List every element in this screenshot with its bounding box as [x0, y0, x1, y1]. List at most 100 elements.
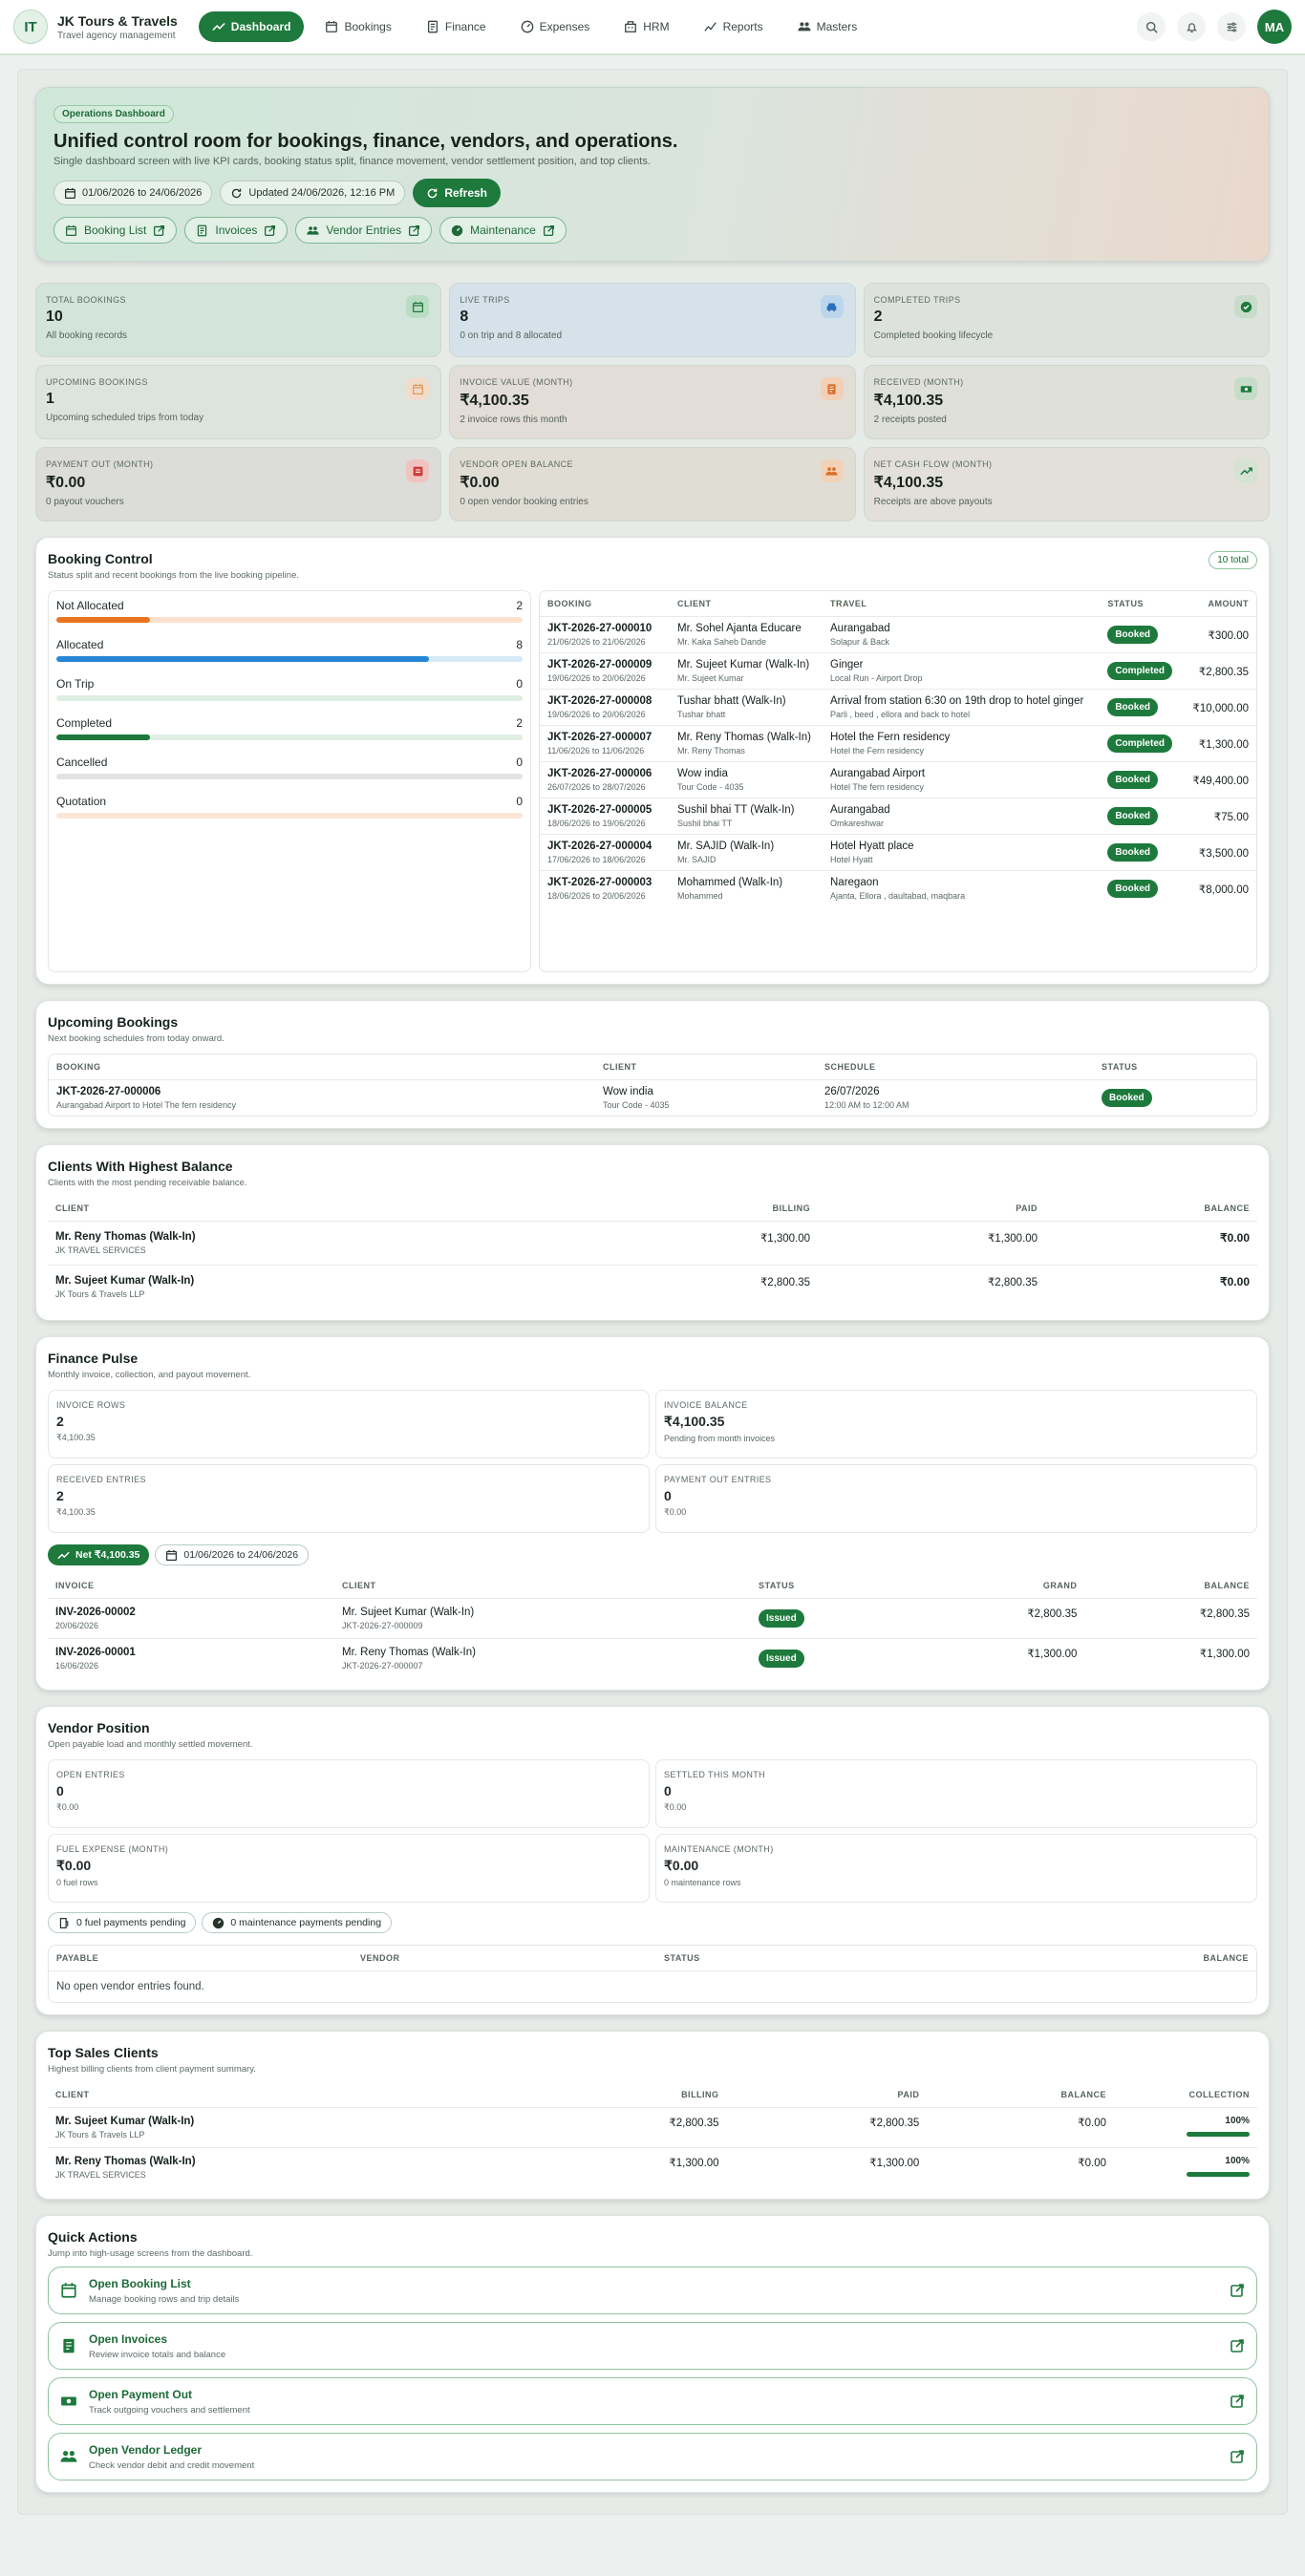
settings-button[interactable]	[1217, 12, 1246, 41]
collection-bar-fill	[1187, 2172, 1250, 2177]
notifications-button[interactable]	[1177, 12, 1206, 41]
col-booking: Booking	[547, 599, 592, 608]
table-row[interactable]: JKT-2026-27-000008 19/06/2026 to 20/06/20…	[540, 689, 1256, 726]
booking-dates: 17/06/2026 to 18/06/2026	[547, 855, 646, 864]
stat-desc: ₹4,100.35	[56, 1433, 96, 1442]
table-row[interactable]: Mr. Reny Thomas (Walk-In) JK TRAVEL SERVI…	[48, 2147, 1257, 2187]
nav-finance[interactable]: Finance	[413, 11, 500, 42]
table-row[interactable]: INV-2026-00001 16/06/2026 Mr. Reny Thomas…	[48, 1638, 1257, 1678]
booking-dates: 18/06/2026 to 19/06/2026	[547, 819, 646, 828]
kpi-card: Received (Month) ₹4,100.35 2 receipts po…	[863, 365, 1270, 439]
table-row[interactable]: Mr. Reny Thomas (Walk-In) JK TRAVEL SERVI…	[48, 1221, 1257, 1266]
invoice-id[interactable]: INV-2026-00001	[55, 1647, 136, 1658]
status-bar-fill	[56, 656, 430, 662]
link-vendor-entries[interactable]: Vendor Entries	[295, 217, 433, 244]
client-name[interactable]: Mr. Sujeet Kumar (Walk-In)	[55, 2116, 195, 2127]
nav-dashboard[interactable]: Dashboard	[198, 11, 305, 42]
status-label: Quotation	[56, 795, 107, 808]
date-range-chip[interactable]: 01/06/2026 to 24/06/2026	[53, 181, 213, 205]
booking-ref: JKT-2026-27-000009	[342, 1621, 423, 1630]
nav-hrm[interactable]: HRM	[610, 11, 682, 42]
nav-reports[interactable]: Reports	[691, 11, 777, 42]
stat-label: Fuel Expense (Month)	[56, 1844, 169, 1854]
col-vendor: Vendor	[360, 1953, 400, 1963]
nav-bookings[interactable]: Bookings	[311, 11, 404, 42]
calendar-icon	[65, 187, 75, 199]
link-label: Maintenance	[470, 224, 536, 237]
client-name: Mr. Sujeet Kumar (Walk-In)	[677, 659, 810, 671]
quick-action-item[interactable]: Open Vendor Ledger Check vendor debit an…	[48, 2433, 1257, 2480]
client-sub: Mr. SAJID	[677, 855, 717, 864]
client-sub: Mohammed	[677, 891, 723, 901]
col-paid: Paid	[897, 2090, 920, 2099]
table-row[interactable]: JKT-2026-27-000006 26/07/2026 to 28/07/20…	[540, 761, 1256, 798]
table-row[interactable]: JKT-2026-27-000005 18/06/2026 to 19/06/20…	[540, 798, 1256, 835]
booking-dates: 19/06/2026 to 20/06/2026	[547, 710, 646, 719]
external-link-icon	[1230, 2395, 1244, 2408]
table-row[interactable]: JKT-2026-27-000009 19/06/2026 to 20/06/20…	[540, 652, 1256, 690]
external-link-icon	[1230, 2450, 1244, 2463]
avatar[interactable]: MA	[1257, 10, 1292, 44]
kpi-label: Net Cash Flow (Month)	[873, 459, 993, 469]
quick-action-desc: Manage booking rows and trip details	[89, 2293, 240, 2305]
status-bar-track	[56, 695, 523, 701]
collection-bar	[1187, 2132, 1250, 2137]
quick-actions-title: Quick Actions	[48, 2229, 138, 2245]
kpi-desc: 0 on trip and 8 allocated	[460, 330, 563, 341]
balance: ₹0.00	[1220, 1275, 1250, 1288]
quick-action-item[interactable]: Open Invoices Review invoice totals and …	[48, 2322, 1257, 2370]
refresh-icon	[232, 188, 242, 198]
invoice-id[interactable]: INV-2026-00002	[55, 1607, 136, 1618]
wallet-icon	[406, 459, 430, 482]
table-row[interactable]: JKT-2026-27-000003 18/06/2026 to 20/06/20…	[540, 870, 1256, 906]
table-row[interactable]: JKT-2026-27-000007 11/06/2026 to 11/06/20…	[540, 725, 1256, 762]
search-button[interactable]	[1137, 12, 1166, 41]
hero-panel: Operations Dashboard Unified control roo…	[35, 87, 1270, 262]
table-row[interactable]: Mr. Sujeet Kumar (Walk-In) JK Tours & Tra…	[48, 1265, 1257, 1309]
balance: ₹0.00	[1078, 2118, 1106, 2129]
booking-id[interactable]: JKT-2026-27-000004	[547, 841, 652, 852]
quick-action-desc: Track outgoing vouchers and settlement	[89, 2404, 250, 2416]
table-row[interactable]: JKT-2026-27-000010 21/06/2026 to 21/06/20…	[540, 616, 1256, 653]
client-name[interactable]: Mr. Reny Thomas (Walk-In)	[55, 1231, 196, 1243]
table-row[interactable]: JKT-2026-27-000006 Aurangabad Airport to …	[49, 1079, 1256, 1116]
booking-id[interactable]: JKT-2026-27-000006	[56, 1086, 161, 1097]
quick-action-item[interactable]: Open Payment Out Track outgoing vouchers…	[48, 2377, 1257, 2425]
booking-ref: JKT-2026-27-000007	[342, 1661, 423, 1671]
page-subtitle: Single dashboard screen with live KPI ca…	[53, 156, 651, 167]
col-balance: Balance	[1204, 1203, 1250, 1213]
col-paid: Paid	[1016, 1203, 1038, 1213]
booking-id[interactable]: JKT-2026-27-000007	[547, 732, 652, 743]
booking-id[interactable]: JKT-2026-27-000006	[547, 768, 652, 779]
status-badge: Completed	[1107, 734, 1172, 753]
booking-id[interactable]: JKT-2026-27-000009	[547, 659, 652, 671]
refresh-button[interactable]: Refresh	[413, 179, 501, 207]
table-row[interactable]: Mr. Sujeet Kumar (Walk-In) JK Tours & Tra…	[48, 2107, 1257, 2148]
invoice-date: 20/06/2026	[55, 1621, 99, 1630]
nav-expenses[interactable]: Expenses	[507, 11, 604, 42]
client-name[interactable]: Mr. Sujeet Kumar (Walk-In)	[55, 1275, 195, 1287]
booking-id[interactable]: JKT-2026-27-000005	[547, 804, 652, 816]
quick-action-item[interactable]: Open Booking List Manage booking rows an…	[48, 2267, 1257, 2314]
booking-id[interactable]: JKT-2026-27-000003	[547, 877, 652, 888]
travel: Ginger	[830, 659, 864, 671]
stat-label: Maintenance (Month)	[664, 1844, 774, 1854]
table-row[interactable]: INV-2026-00002 20/06/2026 Mr. Sujeet Kuma…	[48, 1598, 1257, 1639]
link-invoices[interactable]: Invoices	[184, 217, 289, 244]
stat-label: Invoice Balance	[664, 1400, 748, 1410]
booking-id[interactable]: JKT-2026-27-000008	[547, 695, 652, 707]
billing: ₹2,800.35	[669, 2118, 719, 2129]
client-sub: Tour Code - 4035	[603, 1100, 670, 1110]
client-sub: Mr. Reny Thomas	[677, 746, 745, 756]
table-row[interactable]: JKT-2026-27-000004 17/06/2026 to 18/06/20…	[540, 834, 1256, 871]
link-booking-list[interactable]: Booking List	[53, 217, 178, 244]
link-maintenance[interactable]: Maintenance	[439, 217, 567, 244]
booking-id[interactable]: JKT-2026-27-000010	[547, 623, 652, 634]
client-company: JK TRAVEL SERVICES	[55, 1245, 146, 1255]
balance: ₹0.00	[1078, 2158, 1106, 2169]
nav-masters[interactable]: Masters	[784, 11, 871, 42]
collection-pct: 100%	[1225, 2156, 1250, 2166]
status-count: 0	[516, 677, 523, 691]
client-name[interactable]: Mr. Reny Thomas (Walk-In)	[55, 2156, 196, 2167]
kpi-desc: Receipts are above payouts	[873, 497, 993, 507]
